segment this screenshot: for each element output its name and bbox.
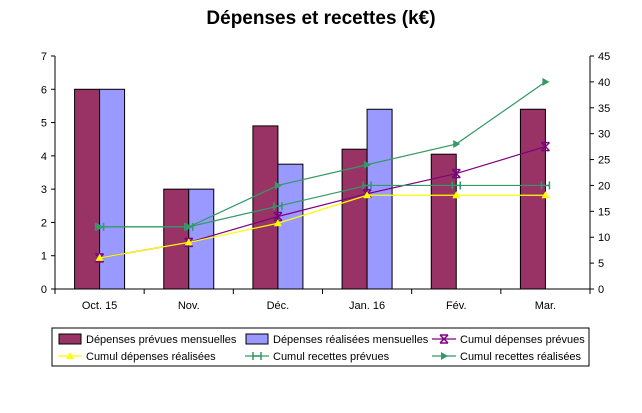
line-1-point <box>541 191 550 199</box>
legend-box <box>51 327 590 367</box>
line-3-point <box>185 222 193 231</box>
y2-tick-label: 35 <box>598 103 610 115</box>
legend-marker <box>252 352 262 360</box>
line-3-point <box>274 181 282 190</box>
line-0-point <box>451 168 461 179</box>
bar-depenses-prevues <box>341 148 368 290</box>
line-1-point <box>273 219 282 227</box>
y2-tick-label: 10 <box>598 232 610 244</box>
x-tick-label: Mar. <box>535 300 556 312</box>
y2-tick-label: 15 <box>598 206 610 218</box>
line-3-path <box>99 81 546 228</box>
legend-marker <box>439 334 449 344</box>
y-tick-label: 0 <box>41 284 47 296</box>
legend-marker <box>66 352 74 359</box>
line-2-point <box>451 181 461 190</box>
y2-tick-label: 30 <box>598 129 610 141</box>
x-tick-label: Oct. 15 <box>82 300 117 312</box>
y-tick-label: 4 <box>41 151 47 163</box>
y2-tick-label: 40 <box>598 77 610 89</box>
bar-depenses-prevues <box>74 88 101 290</box>
y2-tick-label: 0 <box>598 284 604 296</box>
x-tick-label: Jan. 16 <box>349 300 385 312</box>
line-3-point <box>96 222 104 231</box>
y2-tick-label: 45 <box>598 51 610 63</box>
legend-label: Cumul dépenses réalisées <box>86 351 216 363</box>
x-tick-label: Fév. <box>446 300 467 312</box>
line-1-point <box>184 238 193 246</box>
legend-swatch <box>245 333 269 345</box>
legend-label: Cumul recettes prévues <box>273 351 390 363</box>
bar-depenses-prevues <box>519 108 546 290</box>
line-2-point <box>362 181 372 190</box>
line-0-point <box>540 141 550 152</box>
line-1-point <box>95 253 104 261</box>
legend-label: Cumul dépenses prévues <box>460 334 585 346</box>
x-tick-label: Nov. <box>178 300 200 312</box>
y-tick-label: 2 <box>41 217 47 229</box>
y-tick-label: 7 <box>41 51 47 63</box>
legend-label: Dépenses réalisées mensuelles <box>273 334 429 346</box>
line-2-point <box>540 181 551 190</box>
legend-marker <box>441 352 448 360</box>
line-2-point <box>273 202 283 211</box>
line-1-path <box>99 194 546 259</box>
x-tick-label: Déc. <box>267 300 290 312</box>
y-tick-label: 3 <box>41 184 47 196</box>
y2-tick-label: 5 <box>598 258 604 270</box>
line-3-point <box>453 140 461 149</box>
legend-swatch <box>58 333 82 345</box>
y-tick-label: 5 <box>41 118 47 130</box>
y2-tick-label: 25 <box>598 155 610 167</box>
bar-depenses-realisees <box>99 88 126 290</box>
y2-tick-label: 20 <box>598 180 610 192</box>
y-tick-label: 1 <box>41 251 47 263</box>
line-3-point <box>364 160 372 169</box>
legend-label: Cumul recettes réalisées <box>460 351 582 363</box>
y-tick-label: 6 <box>41 84 47 96</box>
chart-title: Dépenses et recettes (k€) <box>206 8 436 29</box>
line-1-point <box>363 191 372 199</box>
line-3-point <box>542 77 550 86</box>
legend-label: Dépenses prévues mensuelles <box>86 334 237 346</box>
line-1-point <box>452 191 461 199</box>
legend: Dépenses prévues mensuelles Dépenses réal… <box>51 327 590 367</box>
bar-depenses-realisees <box>366 108 393 290</box>
